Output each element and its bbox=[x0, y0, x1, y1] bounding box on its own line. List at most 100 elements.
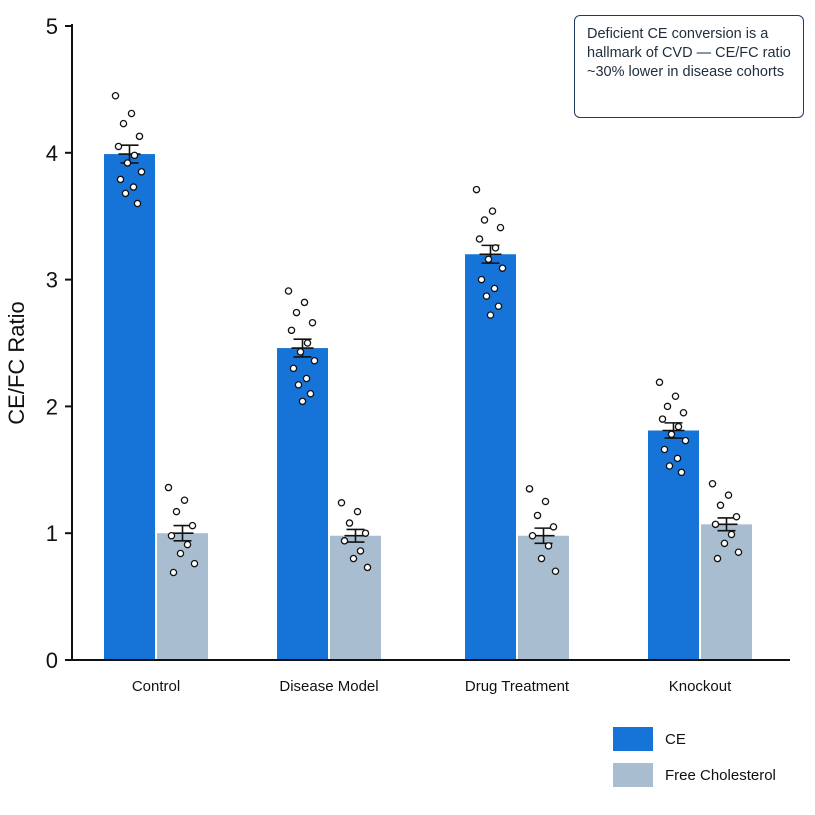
data-point-1-0-1 bbox=[180, 496, 189, 504]
data-point-1-1-4 bbox=[340, 537, 349, 545]
data-point-0-1-6 bbox=[296, 348, 305, 356]
data-point-0-1-8 bbox=[289, 364, 298, 373]
bar-0-3 bbox=[648, 430, 699, 660]
data-point-1-2-6 bbox=[537, 554, 546, 563]
data-point-0-2-10 bbox=[482, 292, 491, 300]
data-point-1-3-8 bbox=[713, 554, 722, 563]
data-point-0-0-11 bbox=[133, 199, 142, 208]
data-point-0-2-4 bbox=[475, 235, 484, 243]
data-point-0-1-12 bbox=[298, 397, 307, 406]
x-tick-label-1: Disease Model bbox=[279, 678, 378, 695]
data-point-0-0-2 bbox=[119, 119, 128, 128]
data-point-0-1-11 bbox=[306, 389, 315, 398]
data-point-1-0-3 bbox=[188, 521, 197, 530]
y-tick-label-4: 4 bbox=[46, 141, 58, 166]
data-point-0-2-12 bbox=[486, 311, 495, 319]
data-point-1-3-0 bbox=[708, 479, 717, 488]
y-tick-label-2: 2 bbox=[46, 394, 58, 419]
data-point-0-1-1 bbox=[300, 298, 309, 307]
data-point-1-0-7 bbox=[190, 559, 199, 568]
data-point-0-3-0 bbox=[655, 378, 664, 387]
data-point-0-0-6 bbox=[123, 159, 132, 167]
data-point-0-2-5 bbox=[491, 244, 500, 252]
legend-label-free-cholesterol: Free Cholesterol bbox=[665, 766, 776, 784]
data-point-1-3-5 bbox=[727, 530, 736, 539]
legend-item-ce: CE bbox=[613, 727, 776, 751]
x-tick-label-2: Drug Treatment bbox=[465, 678, 570, 695]
bar-1-2 bbox=[518, 535, 569, 660]
data-point-0-0-10 bbox=[121, 189, 130, 198]
data-point-0-2-3 bbox=[496, 223, 505, 232]
bar-0-2 bbox=[465, 254, 516, 661]
data-point-1-0-2 bbox=[172, 507, 181, 516]
bar-0-0 bbox=[104, 154, 155, 660]
x-tick-label-0: Control bbox=[132, 678, 180, 695]
legend-swatch-free-cholesterol bbox=[613, 763, 653, 787]
data-point-0-2-6 bbox=[484, 255, 493, 264]
data-point-0-0-0 bbox=[111, 91, 120, 100]
data-point-1-0-5 bbox=[183, 540, 192, 549]
data-point-0-0-8 bbox=[116, 175, 125, 184]
bar-1-1 bbox=[330, 535, 381, 660]
data-point-0-2-7 bbox=[498, 264, 507, 272]
y-tick-label-5: 5 bbox=[46, 14, 58, 39]
legend-swatch-ce bbox=[613, 727, 653, 751]
data-point-1-2-7 bbox=[551, 567, 560, 575]
data-point-0-0-3 bbox=[135, 132, 144, 141]
y-tick-label-0: 0 bbox=[46, 648, 58, 673]
data-point-0-1-7 bbox=[310, 357, 319, 365]
data-point-1-3-4 bbox=[711, 520, 720, 529]
data-point-1-2-0 bbox=[525, 485, 534, 493]
data-point-0-3-11 bbox=[677, 468, 686, 477]
annotation-box: Deficient CE conversion is a hallmark of… bbox=[574, 15, 804, 118]
data-point-1-2-1 bbox=[541, 497, 550, 506]
data-point-1-1-1 bbox=[353, 507, 362, 516]
data-point-0-0-4 bbox=[114, 142, 123, 151]
data-point-0-0-1 bbox=[127, 109, 136, 118]
data-point-0-3-7 bbox=[681, 436, 690, 445]
data-point-0-1-2 bbox=[292, 308, 301, 317]
data-point-0-1-3 bbox=[308, 318, 317, 327]
data-point-0-2-1 bbox=[488, 207, 497, 215]
data-point-0-2-9 bbox=[490, 284, 499, 293]
data-point-1-1-5 bbox=[356, 547, 365, 555]
data-point-1-1-0 bbox=[337, 499, 346, 507]
data-point-1-3-6 bbox=[720, 539, 729, 548]
data-point-0-3-1 bbox=[671, 392, 680, 401]
legend-label-ce: CE bbox=[665, 730, 686, 748]
data-point-1-3-1 bbox=[724, 491, 733, 499]
data-point-0-3-9 bbox=[673, 454, 682, 463]
annotation-text: Deficient CE conversion is a hallmark of… bbox=[587, 26, 791, 80]
bar-1-3 bbox=[701, 524, 752, 660]
data-point-0-2-0 bbox=[472, 185, 481, 194]
x-tick-label-3: Knockout bbox=[669, 678, 732, 695]
data-point-1-1-3 bbox=[361, 529, 370, 537]
data-point-1-1-7 bbox=[363, 563, 372, 572]
y-axis-label: CE/FC Ratio bbox=[4, 301, 29, 424]
data-point-1-2-4 bbox=[528, 531, 537, 540]
data-point-0-3-10 bbox=[665, 462, 674, 470]
data-point-0-1-10 bbox=[294, 381, 303, 389]
data-point-1-2-2 bbox=[533, 511, 542, 520]
y-tick-label-1: 1 bbox=[46, 521, 58, 546]
data-point-0-2-8 bbox=[477, 275, 486, 284]
data-point-0-1-9 bbox=[302, 374, 311, 383]
data-point-1-0-6 bbox=[176, 549, 185, 558]
data-point-0-3-5 bbox=[674, 422, 683, 431]
data-point-1-2-5 bbox=[544, 542, 553, 550]
data-point-1-3-2 bbox=[716, 501, 725, 510]
bar-0-1 bbox=[277, 348, 328, 660]
data-point-1-3-7 bbox=[734, 548, 743, 556]
data-point-1-3-3 bbox=[732, 512, 741, 521]
data-point-0-1-5 bbox=[303, 339, 312, 347]
data-point-0-3-6 bbox=[667, 430, 676, 439]
data-point-0-3-2 bbox=[663, 402, 672, 411]
legend: CE Free Cholesterol bbox=[613, 727, 776, 799]
data-point-1-0-0 bbox=[164, 483, 173, 492]
data-point-0-3-8 bbox=[660, 445, 669, 454]
data-point-1-0-4 bbox=[167, 531, 176, 540]
legend-item-free-cholesterol: Free Cholesterol bbox=[613, 763, 776, 787]
data-point-0-0-9 bbox=[129, 183, 138, 191]
data-point-1-0-8 bbox=[169, 568, 178, 577]
